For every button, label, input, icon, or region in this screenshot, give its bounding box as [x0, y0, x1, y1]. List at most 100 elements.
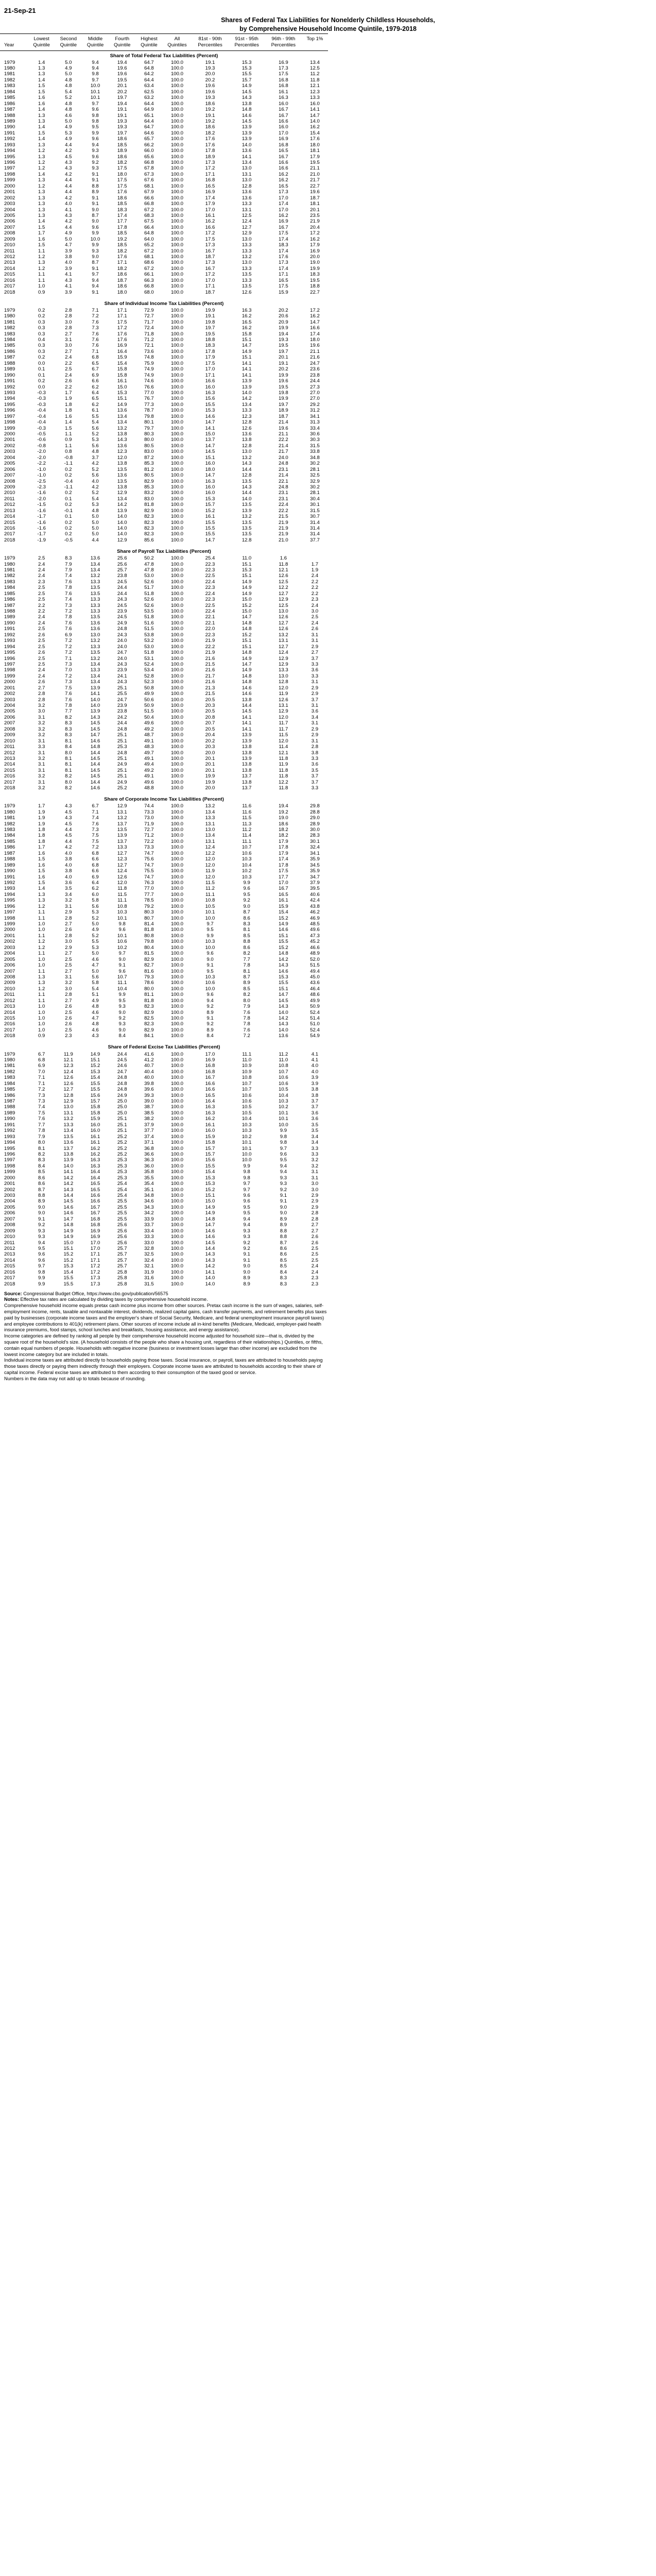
data-cell: 5.3: [65, 130, 72, 136]
data-cell: 23.6: [310, 366, 320, 372]
row-year: 2018: [4, 537, 15, 543]
data-cell: 3.8: [311, 1087, 319, 1093]
data-cell: 100.0: [170, 1092, 183, 1098]
data-cell: 22.3: [205, 585, 215, 591]
data-cell: 7.3: [92, 325, 99, 331]
data-cell: 10.4: [117, 986, 127, 992]
data-cell: 100.0: [170, 343, 183, 349]
data-cell: 79.2: [144, 903, 154, 909]
data-cell: 82.7: [144, 962, 154, 969]
data-cell: 7.6: [65, 579, 72, 585]
data-cell: 8.7: [243, 974, 250, 980]
data-cell: 10.9: [241, 1063, 252, 1069]
data-cell: 16.0: [205, 484, 215, 490]
row-year: 2017: [4, 1027, 15, 1033]
data-cell: 13.4: [90, 679, 100, 685]
data-cell: 100.0: [170, 260, 183, 266]
data-cell: 2.6: [311, 626, 319, 632]
data-cell: 12.9: [279, 708, 288, 715]
data-cell: 11.7: [279, 726, 288, 732]
data-cell: 13.6: [241, 148, 252, 154]
data-cell: 18.5: [117, 201, 127, 207]
data-cell: 13.1: [205, 821, 215, 827]
data-cell: 8.6: [243, 915, 250, 921]
row-year: 1981: [4, 71, 15, 77]
data-cell: 5.4: [92, 419, 99, 426]
data-cell: 15.3: [279, 974, 288, 980]
data-cell: 4.9: [92, 997, 99, 1004]
row-year: 1983: [4, 331, 15, 337]
row-year: 1987: [4, 850, 15, 856]
table-row: 1999 2.4 7.2 13.4 24.1 52.8 100.0 21.7 14.8 13.0 3…: [0, 673, 328, 679]
data-cell: 10.1: [90, 89, 100, 95]
data-cell: 33.4: [144, 1228, 154, 1234]
data-cell: 4.5: [65, 833, 72, 839]
data-cell: 1.0: [38, 283, 45, 290]
data-cell: 0.2: [38, 313, 45, 319]
data-cell: 24.8: [117, 1080, 127, 1087]
data-cell: 3.7: [311, 1098, 319, 1105]
data-cell: 15.3: [205, 408, 215, 414]
row-year: 1982: [4, 1069, 15, 1075]
data-cell: 51.5: [144, 708, 154, 715]
data-cell: 14.1: [241, 372, 252, 378]
table-row: 2018 0.9 2.3 4.3 8.4 84.1 100.0 8.4 7.2 13.6 54.9: [0, 1033, 328, 1039]
data-cell: 3.1: [311, 632, 319, 638]
table-row: 2012 1.1 2.7 4.9 9.5 81.8 100.0 9.4 8.0 14.5 49.9: [0, 998, 328, 1004]
data-cell: 100.0: [170, 1234, 183, 1240]
row-year: 2007: [4, 968, 15, 974]
data-cell: -1.6: [37, 519, 46, 526]
row-year: 2008: [4, 974, 15, 980]
row-year: 2013: [4, 507, 15, 514]
data-cell: 7.9: [243, 1004, 250, 1010]
row-year: 2000: [4, 1175, 15, 1181]
table-row: 1983 2.3 7.6 13.3 24.5 52.6 100.0 22.4 14.9 12.5 2…: [0, 579, 328, 585]
data-cell: 38.2: [144, 1116, 154, 1122]
table-row: 2018 -1.9 -0.5 4.4 12.9 85.6 100.0 14.7 12.8 21.0…: [0, 537, 328, 544]
data-cell: 12.2: [205, 850, 215, 856]
data-cell: 100.0: [170, 1263, 183, 1269]
row-year: 1988: [4, 112, 15, 118]
data-cell: 8.8: [280, 1228, 287, 1234]
data-cell: 18.7: [205, 254, 215, 260]
data-cell: 17.4: [117, 212, 127, 218]
data-cell: 13.3: [90, 602, 100, 608]
data-cell: 64.7: [144, 59, 154, 65]
data-cell: 3.2: [38, 755, 45, 761]
table-row: 2010 -1.6 0.2 5.2 12.9 83.2 100.0 16.0 14.4 23.1 2…: [0, 490, 328, 496]
data-cell: 10.1: [241, 1140, 252, 1146]
data-cell: 100.0: [170, 207, 183, 213]
data-cell: -1.6: [37, 507, 46, 514]
data-cell: 100.0: [170, 785, 183, 791]
data-cell: 16.0: [310, 100, 320, 107]
data-cell: 51.8: [144, 590, 154, 597]
data-cell: -0.6: [37, 437, 46, 443]
table-row: 1990 1.4 4.9 9.5 19.3 64.7 100.0 18.6 13.9 16.0 16…: [0, 124, 328, 130]
data-cell: 16.0: [279, 124, 288, 130]
row-year: 2013: [4, 755, 15, 761]
data-cell: 67.5: [144, 218, 154, 225]
row-year: 2008: [4, 230, 15, 236]
column-header-7-line1: 91st - 95th: [235, 36, 258, 42]
data-cell: 100.0: [170, 933, 183, 939]
data-cell: 17.3: [90, 1281, 100, 1287]
data-cell: 5.0: [92, 519, 99, 526]
data-cell: 19.9: [205, 307, 215, 313]
data-cell: 16.2: [279, 177, 288, 183]
data-cell: 7.0: [65, 667, 72, 673]
data-cell: 16.2: [205, 1116, 215, 1122]
row-year: 2015: [4, 767, 15, 773]
data-cell: 25.6: [117, 1234, 127, 1240]
data-cell: 16.2: [90, 1145, 100, 1151]
data-cell: 16.6: [90, 1198, 100, 1205]
data-cell: 37.1: [144, 1140, 154, 1146]
data-cell: 14.0: [63, 1163, 74, 1169]
row-year: 2005: [4, 461, 15, 467]
data-cell: 14.8: [241, 679, 252, 685]
data-cell: 4.0: [65, 260, 72, 266]
data-cell: 100.0: [170, 107, 183, 113]
data-cell: 9.4: [92, 65, 99, 72]
data-cell: 76.7: [144, 396, 154, 402]
data-cell: 17.3: [205, 242, 215, 248]
data-cell: 3.5: [311, 1128, 319, 1134]
